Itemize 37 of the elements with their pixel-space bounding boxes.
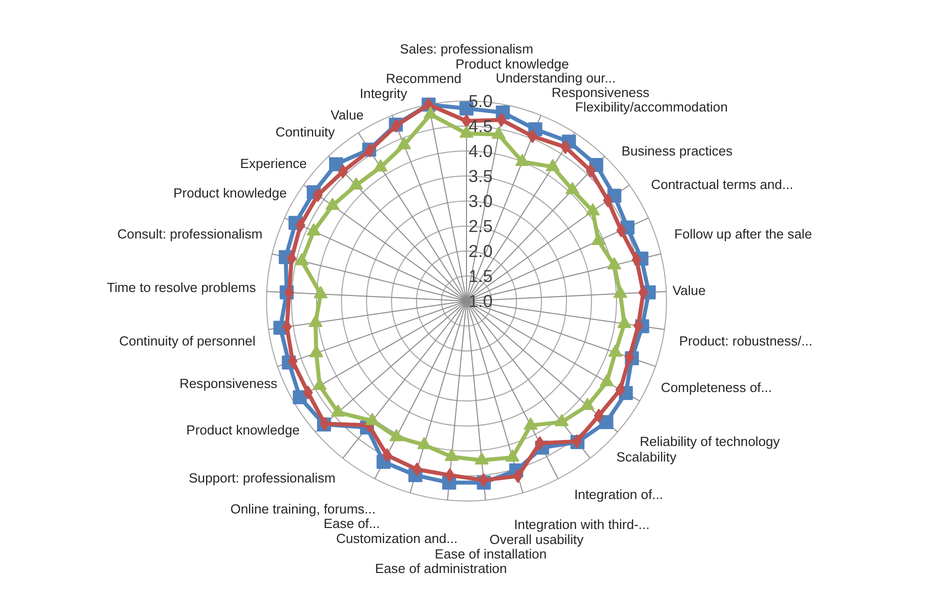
spoke-label: Contractual terms and... <box>650 176 794 192</box>
spoke-label: Completeness of... <box>660 380 772 395</box>
spoke-label: Integration with third-... <box>514 517 650 532</box>
spoke-label: Ease of... <box>324 516 380 532</box>
spoke-label: Flexibility/accommodation <box>575 100 728 115</box>
spoke-label: Ease of administration <box>375 561 507 576</box>
spoke-label: Value <box>330 108 364 123</box>
spoke-label: Reliability of technology <box>640 434 780 449</box>
y-tick-label: 4.5 <box>468 116 493 136</box>
spoke-label: Customization and... <box>336 530 458 546</box>
spoke-label: Ease of installation <box>434 546 547 562</box>
spoke-label: Consult: professionalism <box>117 226 263 242</box>
spoke-label: Continuity of personnel <box>119 334 256 349</box>
spoke-label: Scalability <box>616 449 677 464</box>
y-tick-label: 4.0 <box>468 141 493 161</box>
spoke-label: Responsiveness <box>180 376 278 391</box>
y-tick-label: 1.0 <box>468 291 493 311</box>
spoke-label: Understanding our... <box>496 70 616 86</box>
spoke-label: Continuity <box>276 124 336 140</box>
spoke-label: Value <box>672 282 706 298</box>
spoke-label: Responsiveness <box>552 84 650 100</box>
spoke-label: Product knowledge <box>456 56 569 72</box>
spoke-label: Recommend <box>386 71 462 86</box>
spoke-label: Product knowledge <box>173 186 287 201</box>
spoke-label: Support: professionalism <box>188 470 336 486</box>
spoke-label: Sales: professionalism <box>400 42 534 56</box>
spoke-label: Integration of... <box>574 487 664 502</box>
spoke-label: Business practices <box>621 144 733 159</box>
spoke-label: Time to resolve problems <box>106 280 256 295</box>
spoke-label: Product: robustness/... <box>679 334 812 349</box>
spoke-label: Integrity <box>360 86 408 101</box>
spoke-label: Online training, forums... <box>230 501 376 516</box>
spoke-label: Experience <box>240 156 307 172</box>
spoke-label: Follow up after the sale <box>674 226 812 242</box>
spoke-label: Product knowledge <box>186 422 300 438</box>
y-tick-label: 5.0 <box>468 91 493 111</box>
spoke-label: Overall usability <box>489 532 584 547</box>
